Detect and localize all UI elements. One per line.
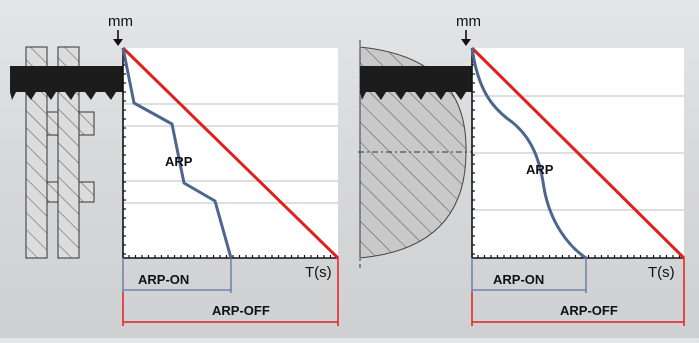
arp-off-line-right xyxy=(470,46,686,260)
saw-blade-icon xyxy=(10,66,123,100)
arp-curve-right xyxy=(470,47,587,260)
arp-on-bracket-right xyxy=(471,258,587,293)
diagram-right: ARP mm T(s) ARP-ON ARP-OFF xyxy=(358,13,686,326)
arrow-down-icon xyxy=(113,30,123,46)
ticks-left xyxy=(123,55,332,258)
arrow-down-icon xyxy=(461,30,471,46)
arp-on-bracket-left xyxy=(122,258,232,293)
time-label-right: T(s) xyxy=(648,264,675,281)
arp-on-label-right: ARP-ON xyxy=(493,272,544,287)
time-label-left: T(s) xyxy=(305,264,332,281)
arp-curve-left xyxy=(121,47,233,259)
arp-off-bracket-right xyxy=(471,258,685,326)
diagram-left: ARP mm T(s) ARP-ON ARP-OFF xyxy=(10,13,340,326)
workpiece-profile-left xyxy=(25,46,95,259)
saw-blade-icon xyxy=(360,66,472,100)
unit-label-right: mm xyxy=(456,13,481,30)
arp-off-bracket-left xyxy=(122,258,339,326)
arp-off-line-left xyxy=(121,46,340,260)
unit-label-left: mm xyxy=(108,13,133,30)
curve-label-right: ARP xyxy=(526,162,554,177)
arp-off-label-left: ARP-OFF xyxy=(212,303,270,318)
curve-label-left: ARP xyxy=(165,154,193,169)
grid-left xyxy=(123,103,338,204)
arp-on-label-left: ARP-ON xyxy=(138,272,189,287)
arp-off-label-right: ARP-OFF xyxy=(560,303,618,318)
